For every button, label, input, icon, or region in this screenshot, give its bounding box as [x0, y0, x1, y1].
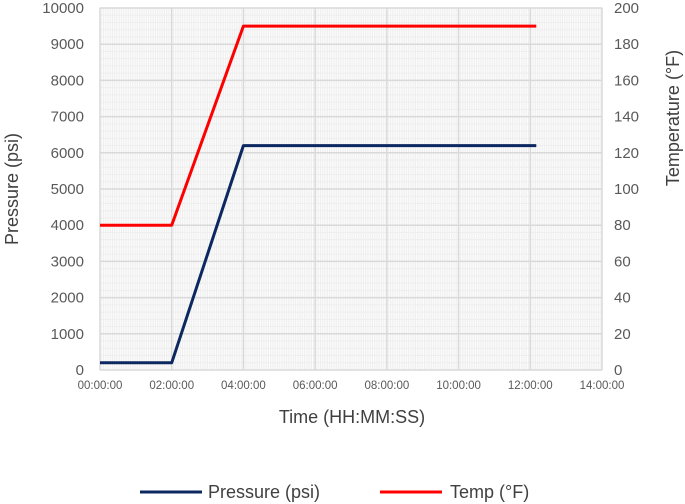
- legend-label-pressure: Pressure (psi): [208, 482, 320, 502]
- left-y-tick-label: 3000: [51, 253, 84, 270]
- x-axis-ticks: 00:00:00 02:00:00 04:00:00 06:00:00 08:00:00…: [78, 380, 625, 392]
- x-tick-label: 10:00:00: [436, 380, 481, 392]
- right-y-tick-label: 0: [614, 362, 622, 379]
- left-y-tick-label: 7000: [51, 109, 84, 126]
- right-y-tick-label: 160: [614, 72, 639, 89]
- series-lines: [100, 24, 537, 365]
- x-axis-title: Time (HH:MM:SS): [279, 407, 425, 427]
- left-y-tick-label: 1000: [51, 326, 84, 343]
- left-y-tick-label: 0: [76, 362, 84, 379]
- right-y-tick-label: 100: [614, 181, 639, 198]
- left-y-tick-label: 9000: [51, 36, 84, 53]
- right-y-tick-label: 180: [614, 36, 639, 53]
- legend: Pressure (psi) Temp (°F): [140, 482, 529, 502]
- right-y-tick-label: 60: [614, 253, 631, 270]
- left-y-axis-title: Pressure (psi): [2, 133, 22, 245]
- series-line-pressure: [100, 144, 537, 365]
- x-tick-label: 02:00:00: [149, 380, 194, 392]
- left-y-axis-ticks: 0 1000 2000 3000 4000 5000 6000 7000 8000 9000 100…: [42, 0, 84, 379]
- right-y-tick-label: 80: [614, 217, 631, 234]
- x-tick-label: 06:00:00: [293, 380, 338, 392]
- right-y-tick-label: 20: [614, 326, 631, 343]
- left-y-tick-label: 10000: [42, 0, 84, 17]
- x-tick-label: 14:00:00: [580, 380, 625, 392]
- x-tick-label: 08:00:00: [364, 380, 409, 392]
- right-y-tick-label: 200: [614, 0, 639, 17]
- left-y-tick-label: 8000: [51, 72, 84, 89]
- right-y-tick-label: 140: [614, 109, 639, 126]
- x-tick-label: 04:00:00: [221, 380, 266, 392]
- left-y-tick-label: 4000: [51, 217, 84, 234]
- plot-area: [99, 7, 603, 371]
- left-y-tick-label: 6000: [51, 145, 84, 162]
- left-y-tick-label: 2000: [51, 290, 84, 307]
- legend-label-temp: Temp (°F): [450, 482, 529, 502]
- series-line-temp: [100, 24, 537, 227]
- right-y-axis-ticks: 0 20 40 60 80 100 120 140 160 180 200: [614, 0, 639, 379]
- right-y-tick-label: 40: [614, 290, 631, 307]
- x-tick-label: 12:00:00: [508, 380, 553, 392]
- left-y-tick-label: 5000: [51, 181, 84, 198]
- right-y-tick-label: 120: [614, 145, 639, 162]
- x-tick-label: 00:00:00: [78, 380, 123, 392]
- right-y-axis-title: Temperature (°F): [663, 50, 683, 186]
